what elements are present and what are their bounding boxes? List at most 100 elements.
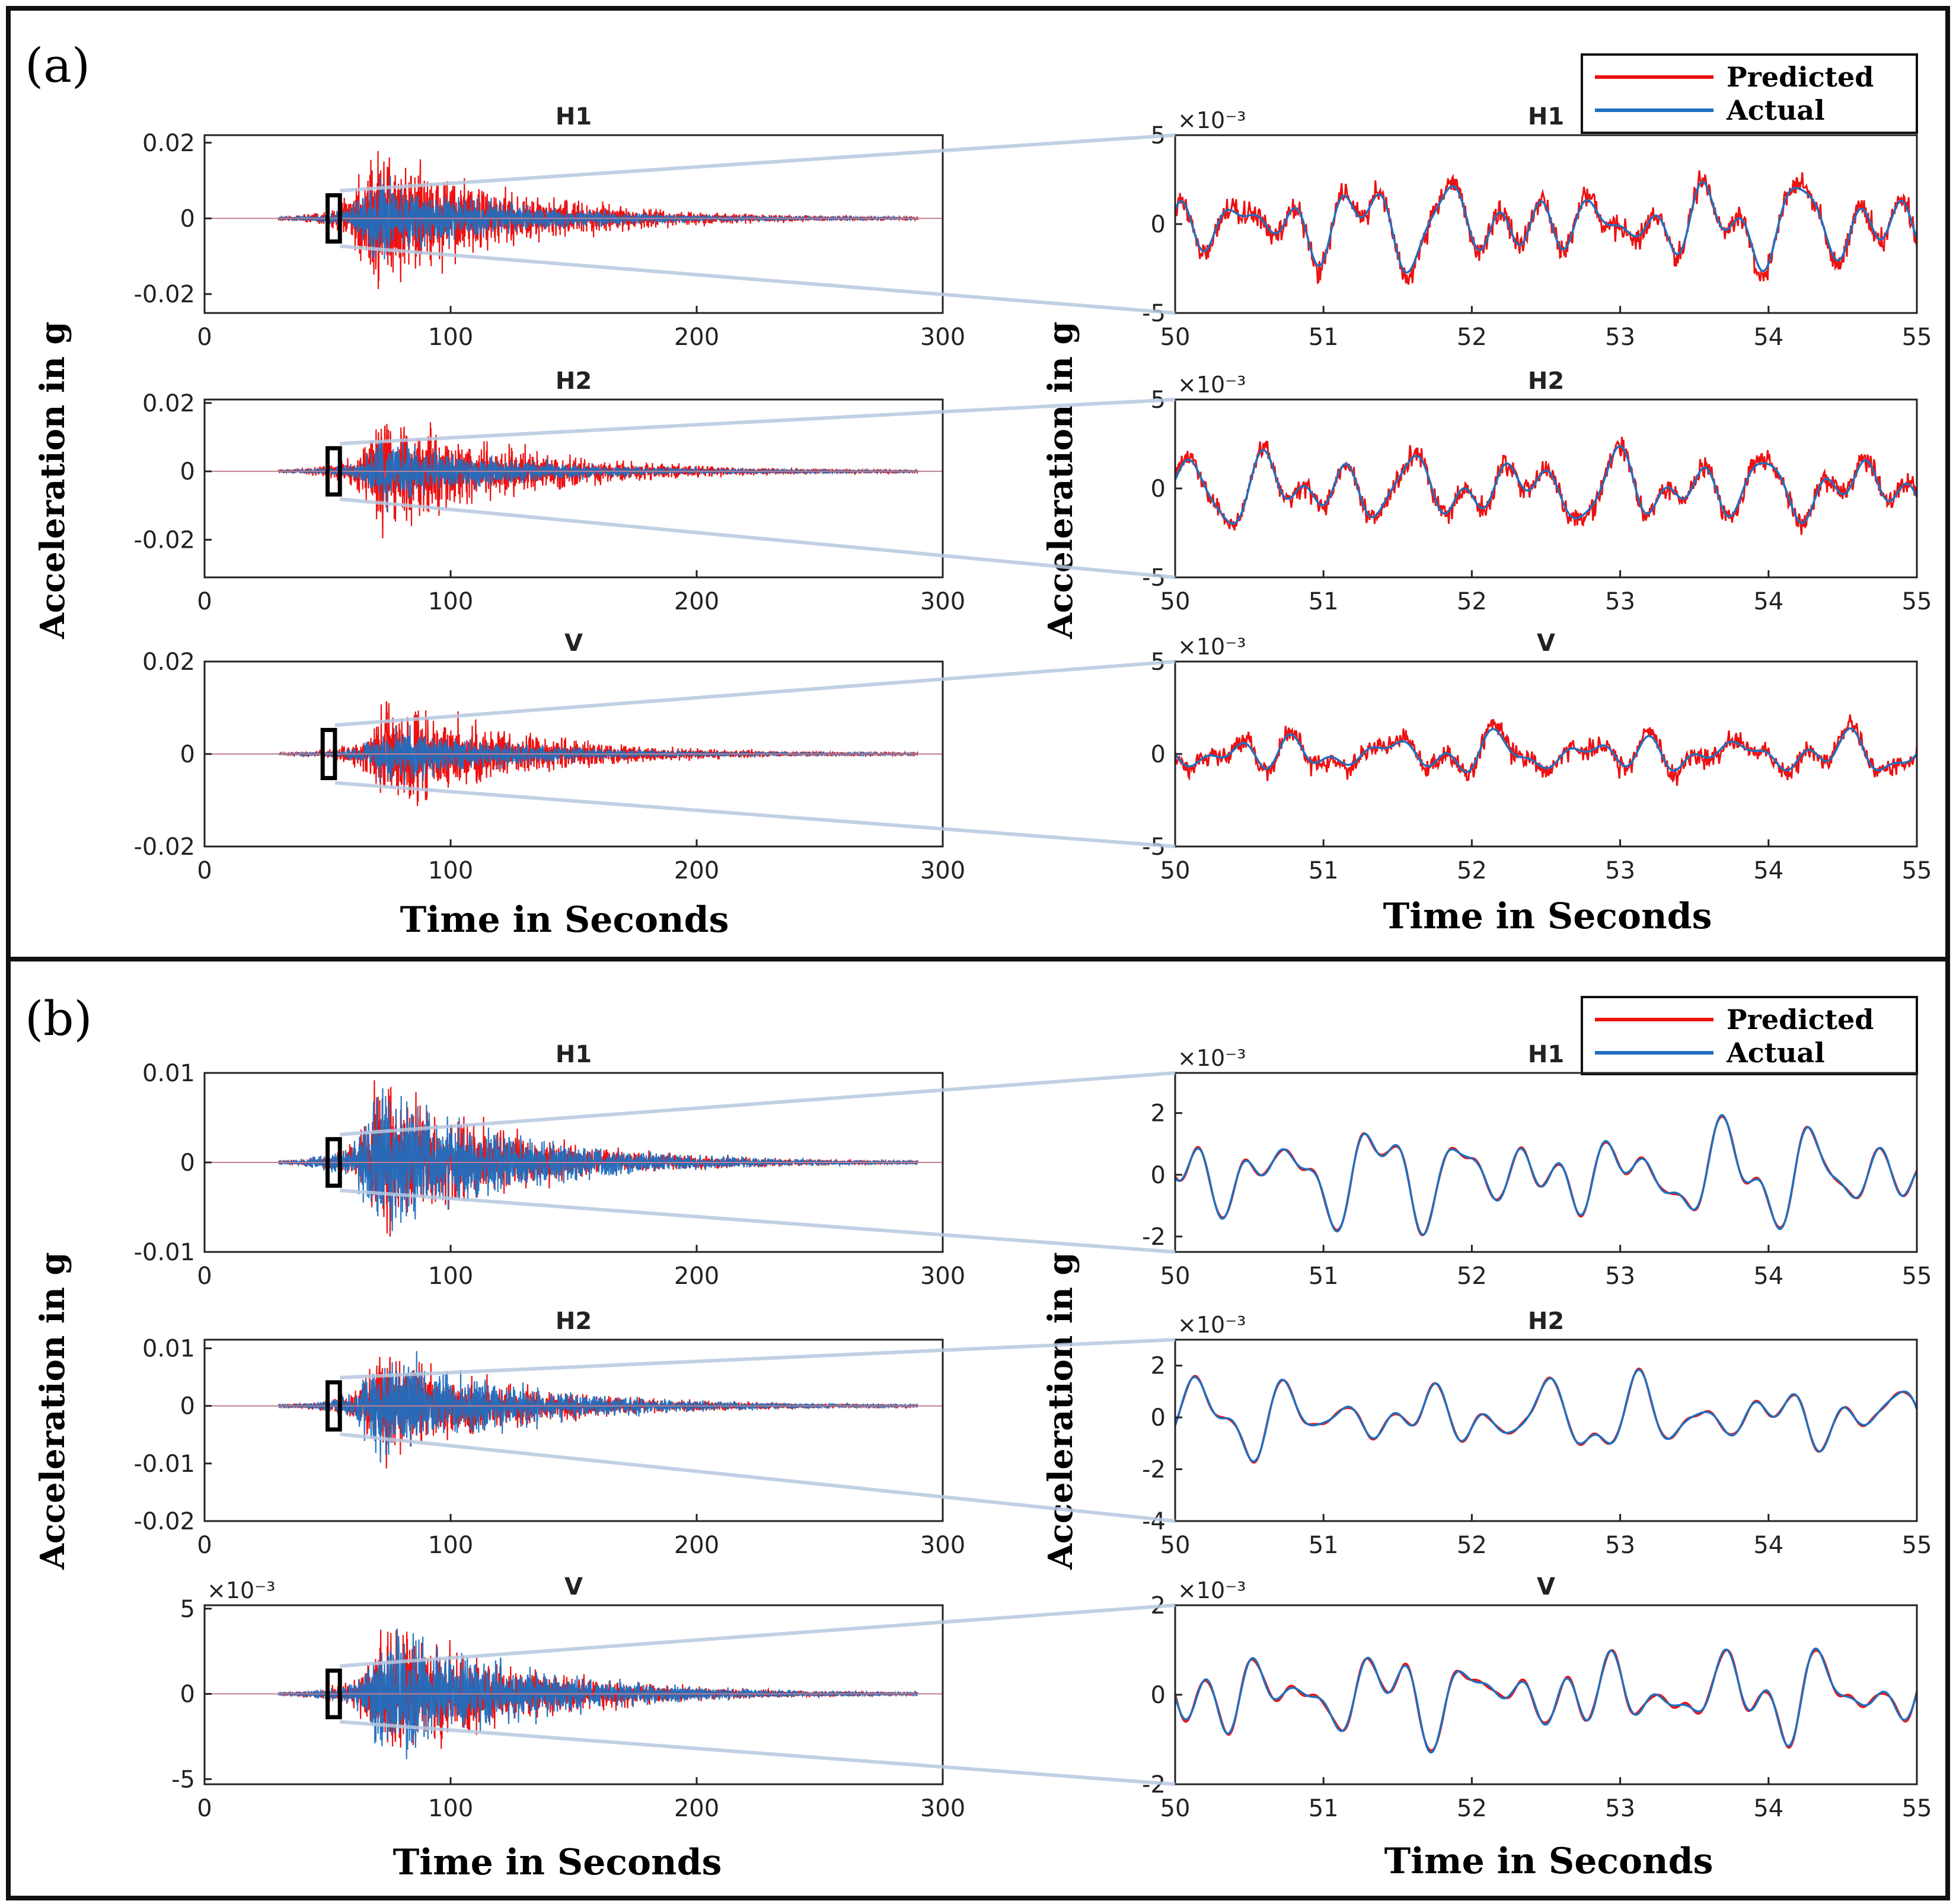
a-V-full-ytick-label: 0.02	[142, 648, 195, 676]
b-H2-full-ytick-label: -0.01	[134, 1451, 196, 1478]
a-H1-full-connector-top	[340, 133, 1176, 193]
a-H1-zoom-plot: H150515253545550-5×10⁻³	[1142, 103, 1932, 351]
b-V-full-xtick-label: 100	[428, 1795, 473, 1822]
panel-a-ylabel-left: Acceleration in g	[33, 321, 72, 639]
b-H2-zoom-xtick-label: 50	[1160, 1532, 1191, 1559]
b-H2-full-xtick-label: 300	[920, 1532, 965, 1559]
b-H1-full-xtick-label: 300	[920, 1263, 965, 1290]
a-H1-zoom-xtick-label: 54	[1753, 324, 1783, 351]
b-H1-zoom-xtick-label: 52	[1457, 1263, 1487, 1290]
b-H2-zoom-ytick-label: -4	[1142, 1508, 1166, 1535]
a-H2-zoom-xtick-label: 50	[1160, 588, 1191, 615]
b-H2-zoom-xtick-label: 51	[1309, 1532, 1339, 1559]
b-V-zoom-exponent: ×10⁻³	[1178, 1577, 1246, 1603]
b-H1-zoom-axes-frame	[1174, 1072, 1918, 1253]
a-H2-full-ytick-label: -0.02	[134, 527, 196, 554]
a-H2-zoom-series-predicted	[1175, 436, 1918, 535]
a-H2-zoom-xtick-label: 53	[1605, 588, 1635, 615]
a-H1-zoom-exponent: ×10⁻³	[1178, 107, 1246, 133]
a-H1-full-ytick-label: 0.02	[142, 130, 195, 157]
b-V-zoom-series-predicted	[1174, 1649, 1918, 1752]
a-H2-full-zoom-marker	[326, 446, 342, 497]
a-H2-full-xtick-label: 0	[197, 588, 212, 615]
b-V-zoom-series-actual	[1174, 1647, 1918, 1754]
b-H1-full-xtick-label: 200	[674, 1263, 719, 1290]
b-H2-zoom-title: H2	[1528, 1308, 1564, 1335]
a-V-zoom-plot: V50515253545550-5×10⁻³	[1142, 630, 1932, 884]
b-V-full-series-actual	[277, 1628, 919, 1759]
a-H1-full-xtick-label: 200	[674, 324, 719, 351]
a-V-zoom-ytick-label: 0	[1151, 741, 1166, 768]
panel-b-label: (b)	[25, 991, 92, 1046]
b-H1-full-zoom-marker	[326, 1137, 342, 1188]
a-H1-full-ytick-label: -0.02	[134, 281, 196, 308]
b-H2-zoom-xtick-label: 53	[1605, 1532, 1635, 1559]
a-H2-zoom-xtick-label: 54	[1753, 588, 1783, 615]
a-H1-full-zoom-marker	[326, 193, 342, 244]
b-H1-full-ytick-label: -0.01	[134, 1239, 196, 1266]
a-H2-full-xtick-label: 100	[428, 588, 473, 615]
a-H1-zoom-series-predicted	[1174, 170, 1918, 285]
a-V-zoom-exponent: ×10⁻³	[1178, 634, 1246, 660]
a-V-zoom-series-actual	[1174, 727, 1918, 774]
b-H2-zoom-xtick-label: 52	[1457, 1532, 1487, 1559]
a-V-zoom-xtick-label: 50	[1160, 857, 1191, 884]
a-H1-full-connector-bottom	[340, 244, 1176, 315]
a-V-full-zoom-marker	[320, 727, 337, 781]
a-H1-zoom-xtick-label: 53	[1605, 324, 1635, 351]
a-H2-zoom-ytick-label: 0	[1151, 475, 1166, 503]
b-H2-zoom-axes-frame	[1174, 1338, 1918, 1522]
b-H1-zoom-xtick-label: 55	[1902, 1263, 1932, 1290]
a-H2-full-xtick-label: 300	[920, 588, 965, 615]
a-V-full-title: V	[564, 630, 583, 657]
panel-a-ylabel-right: Acceleration in g	[1041, 321, 1080, 639]
b-H2-full-axes-frame	[203, 1338, 944, 1522]
a-H2-full-title: H2	[556, 368, 592, 395]
b-H2-zoom-ytick-label: -2	[1142, 1456, 1166, 1484]
panel-a-frame	[6, 6, 1950, 961]
panel-a-xlabel-right: Time in Seconds	[1383, 896, 1712, 937]
b-V-zoom-ytick-label: 0	[1151, 1682, 1166, 1709]
b-H2-full-connector-top	[340, 1338, 1176, 1379]
b-H1-zoom-xtick-label: 53	[1605, 1263, 1635, 1290]
b-H1-zoom-xtick-label: 50	[1160, 1263, 1191, 1290]
b-H1-full-ytick-label: 0.01	[142, 1060, 195, 1087]
b-H2-zoom-plot: H2 50 51 52 53 54 55 2 0 -2 -4 ×10⁻³	[1142, 1308, 1932, 1559]
b-H2-full-xtick-label: 100	[428, 1532, 473, 1559]
a-H2-full-ytick-label: 0.02	[142, 390, 195, 417]
a-V-zoom-title: V	[1537, 630, 1555, 657]
a-V-full-ytick-label: -0.02	[134, 833, 196, 861]
b-V-zoom-xtick-label: 51	[1309, 1795, 1339, 1822]
b-V-zoom-xtick-label: 52	[1457, 1795, 1487, 1822]
b-H1-full-series-actual	[277, 1088, 919, 1231]
a-H2-zoom-axes-frame	[1174, 398, 1918, 579]
a-H1-full-xtick-label: 0	[197, 324, 212, 351]
b-H2-full-zoom-marker	[326, 1380, 342, 1432]
a-V-full-series-predicted	[277, 701, 919, 806]
a-H2-full-xtick-label: 200	[674, 588, 719, 615]
b-H2-zoom-xtick-label: 55	[1902, 1532, 1932, 1559]
b-V-full-xtick-label: 300	[920, 1795, 965, 1822]
a-H1-zoom-xtick-label: 51	[1309, 324, 1339, 351]
b-H2-zoom-series-actual	[1174, 1369, 1918, 1463]
b-V-zoom-title: V	[1537, 1573, 1555, 1600]
a-V-full-ytick-label: 0	[180, 741, 195, 768]
b-V-zoom-plot: V50515253545520-2×10⁻³	[1142, 1573, 1932, 1822]
b-H2-zoom-exponent: ×10⁻³	[1178, 1312, 1246, 1338]
legend-b: Predicted Actual	[1581, 996, 1918, 1075]
a-H1-full-xtick-label: 300	[920, 324, 965, 351]
a-V-full-connector-top	[334, 660, 1176, 727]
a-H2-full-plot: H2 0 100 200 300 0.02 0 -0.02	[134, 368, 966, 615]
a-H2-full-axes-frame	[203, 398, 944, 579]
b-V-full-zoom-marker	[326, 1668, 342, 1720]
a-H1-full-axes-frame	[203, 134, 944, 314]
a-H2-zoom-ytick-label: -5	[1142, 564, 1166, 592]
a-V-zoom-xtick-label: 52	[1457, 857, 1487, 884]
a-V-zoom-xtick-label: 51	[1309, 857, 1339, 884]
b-H1-zoom-exponent: ×10⁻³	[1178, 1045, 1246, 1071]
a-H1-full-ytick-label: 0	[180, 205, 195, 232]
panel-a-label: (a)	[25, 38, 90, 93]
b-V-full-connector-top	[340, 1603, 1176, 1668]
b-H1-full-connector-bottom	[340, 1189, 1176, 1254]
